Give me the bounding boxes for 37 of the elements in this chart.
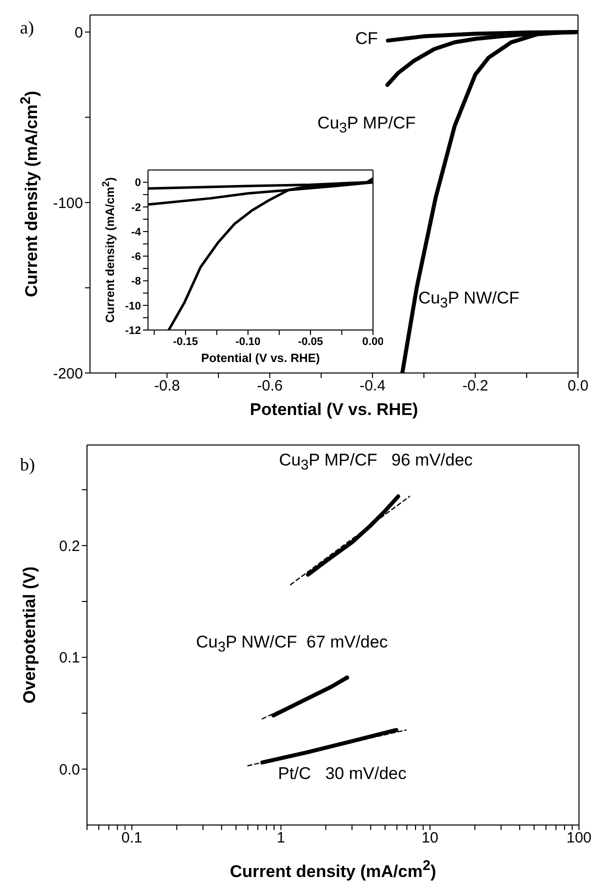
- x-tick-label: -0.05: [298, 336, 324, 348]
- y-tick-label: -6: [131, 251, 141, 264]
- x-tick-label: -0.10: [235, 336, 261, 348]
- y-tick-label: -4: [131, 226, 142, 238]
- annotation: Cu$_{3}$P MP/CF 96 mV/dec: [279, 450, 473, 474]
- y-tick-label: -2: [131, 202, 141, 214]
- annotation: Cu$_{3}$P NW/CF 67 mV/dec: [196, 632, 388, 656]
- y-tick-label: 0: [134, 177, 141, 190]
- y-tick-label: -10: [125, 300, 141, 312]
- x-tick-label: 10: [422, 830, 438, 847]
- y-tick-label: -100: [52, 194, 83, 212]
- x-tick-label: -0.8: [154, 378, 180, 395]
- y-tick-label: -12: [125, 324, 141, 337]
- y-tick-label: 0: [74, 24, 83, 42]
- x-tick-label: 0.0: [568, 378, 588, 395]
- series-label: Cu$_{3}$P NW/CF: [418, 288, 520, 312]
- y-tick-label: -200: [52, 365, 83, 382]
- x-axis-title: Potential (V vs. RHE): [250, 400, 418, 420]
- y-tick-label: 0.1: [59, 650, 80, 667]
- x-tick-label: -0.6: [256, 378, 283, 395]
- x-tick-label: 1: [276, 830, 286, 847]
- x-tick-label: -0.4: [360, 378, 386, 395]
- x-tick-label: 100: [566, 830, 592, 847]
- x-tick-label: -0.15: [172, 336, 198, 348]
- y-axis-title: Overpotential (V): [20, 566, 40, 704]
- x-tick-label: -0.2: [462, 378, 488, 395]
- y-tick-label: 0.2: [59, 538, 80, 555]
- x-axis-title: Potential (V vs. RHE): [201, 351, 320, 365]
- annotation: Pt/C 30 mV/dec: [278, 764, 406, 784]
- x-tick-label: 0.00: [362, 336, 384, 348]
- text: b): [20, 454, 35, 476]
- y-tick-label: -8: [131, 276, 141, 288]
- series-label: CF: [355, 28, 378, 49]
- text: a): [20, 18, 34, 38]
- x-axis-title: Current density (mA/cm$^{2}$): [230, 858, 436, 881]
- text: Cu$_{3}$P MP/CF: [317, 113, 416, 137]
- y-tick-label: 0.0: [59, 761, 80, 778]
